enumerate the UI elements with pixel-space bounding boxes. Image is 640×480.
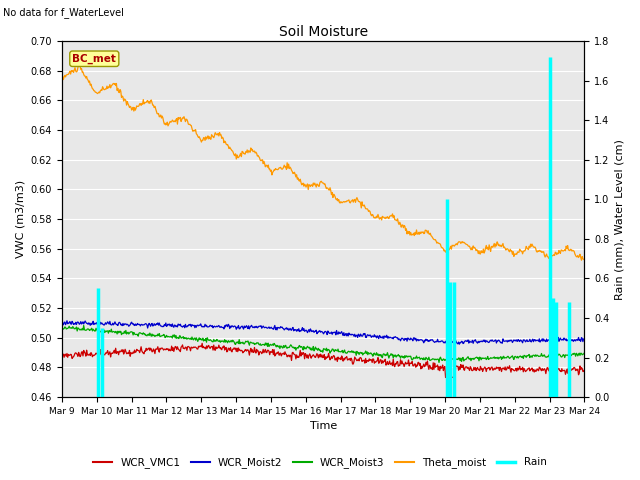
Y-axis label: Rain (mm), Water Level (cm): Rain (mm), Water Level (cm) [615,139,625,300]
Text: BC_met: BC_met [72,54,116,64]
Legend: WCR_VMC1, WCR_Moist2, WCR_Moist3, Theta_moist, Rain: WCR_VMC1, WCR_Moist2, WCR_Moist3, Theta_… [90,453,550,472]
Title: Soil Moisture: Soil Moisture [278,24,368,38]
Text: No data for f_WaterLevel: No data for f_WaterLevel [3,7,124,18]
X-axis label: Time: Time [310,421,337,432]
Y-axis label: VWC (m3/m3): VWC (m3/m3) [15,180,25,258]
